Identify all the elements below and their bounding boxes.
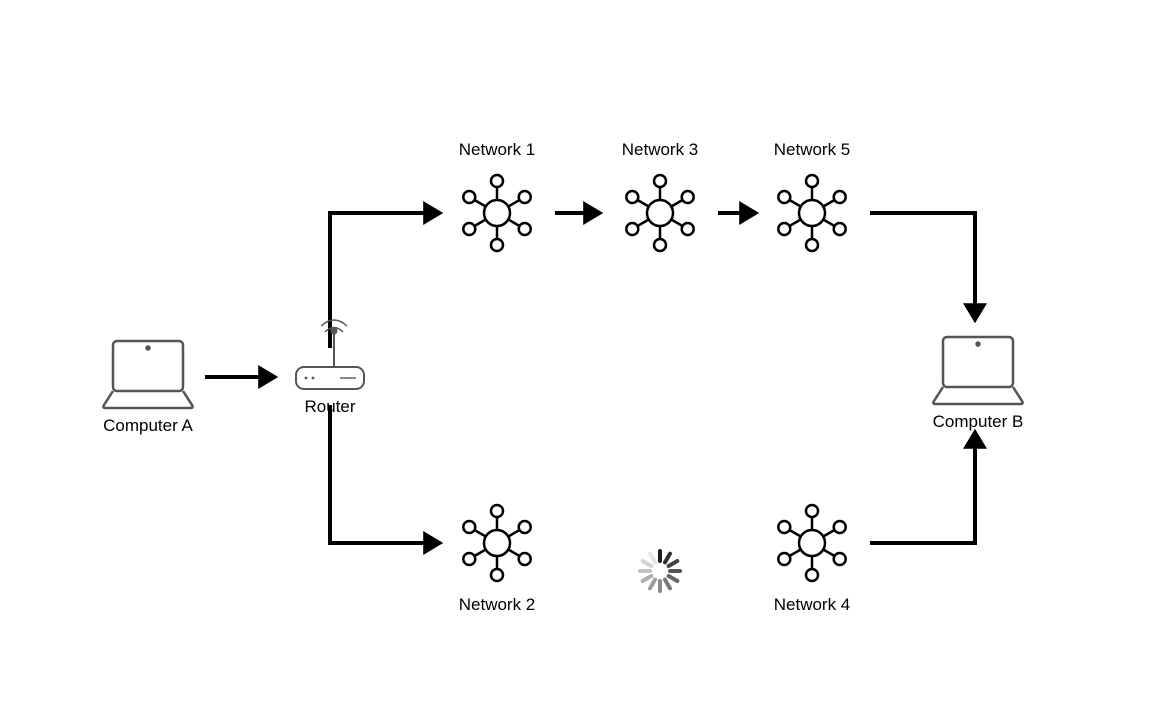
- network-2-label: Network 2: [449, 595, 545, 615]
- network-1: [449, 165, 545, 266]
- network-4: [764, 495, 860, 596]
- network-2: [449, 495, 545, 596]
- computer-b: [928, 333, 1028, 413]
- diagram-stage: Computer A Router Network 1 Network 3 Ne…: [0, 0, 1152, 720]
- network-3-label: Network 3: [612, 140, 708, 160]
- network-3: [612, 165, 708, 266]
- network-icon: [764, 495, 860, 591]
- laptop-icon: [98, 337, 198, 412]
- spinner-icon: [636, 547, 684, 595]
- laptop-icon: [928, 333, 1028, 408]
- network-5-label: Network 5: [764, 140, 860, 160]
- router: [292, 316, 368, 401]
- network-icon: [764, 165, 860, 261]
- network-icon: [449, 165, 545, 261]
- computer-b-label: Computer B: [928, 412, 1028, 432]
- computer-a-label: Computer A: [98, 416, 198, 436]
- computer-a: [98, 337, 198, 417]
- network-icon: [612, 165, 708, 261]
- network-icon: [449, 495, 545, 591]
- router-icon: [292, 316, 368, 396]
- loading-spinner: [636, 547, 684, 600]
- network-5: [764, 165, 860, 266]
- router-label: Router: [292, 397, 368, 417]
- network-1-label: Network 1: [449, 140, 545, 160]
- network-4-label: Network 4: [764, 595, 860, 615]
